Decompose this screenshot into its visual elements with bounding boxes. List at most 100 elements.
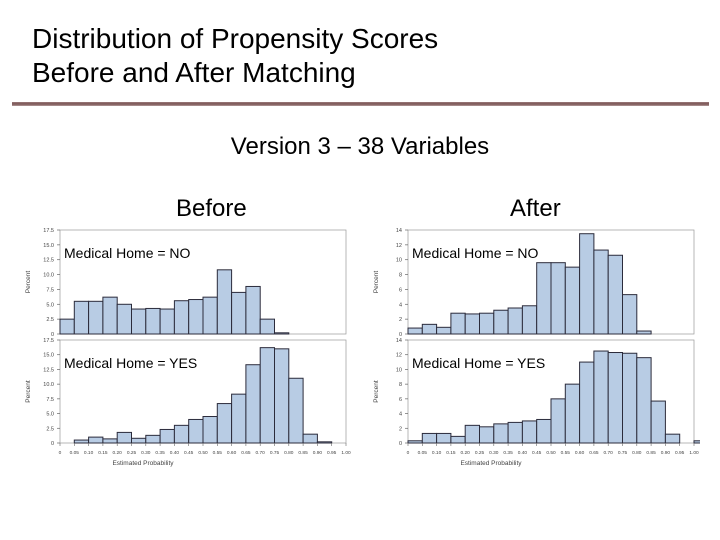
histogram-bar [316, 441, 333, 444]
histogram-bar [131, 308, 147, 335]
x-tick-label: 0.80 [284, 450, 294, 456]
histogram-bar [259, 318, 275, 335]
x-tick-label: 0.25 [475, 450, 485, 456]
x-tick-label: 0.85 [298, 450, 308, 456]
histogram-bar [102, 438, 118, 444]
x-axis-label: Estimated Probability [460, 460, 522, 467]
x-tick-label: 1.00 [341, 450, 351, 456]
histogram-bar [173, 300, 190, 335]
x-tick-label: 0.85 [646, 450, 656, 456]
histogram-bar [73, 300, 90, 335]
x-tick-label: 0.30 [489, 450, 499, 456]
histogram-bar [407, 327, 423, 335]
y-tick-label: 10 [396, 258, 402, 264]
x-tick-label: 0.75 [618, 450, 628, 456]
histogram-bar [274, 332, 290, 335]
x-tick-label: 0.05 [70, 450, 80, 456]
y-tick-label: 10.0 [43, 382, 54, 388]
x-tick-label: 0.55 [561, 450, 571, 456]
histogram-bar [479, 426, 495, 444]
x-tick-label: 0.55 [213, 450, 223, 456]
histogram-bar [231, 393, 247, 444]
x-tick-label: 0.50 [198, 450, 208, 456]
y-tick-label: 2 [399, 317, 402, 323]
histogram-bar [493, 423, 509, 444]
histogram-bar [188, 299, 204, 335]
y-tick-label: 7.5 [46, 397, 54, 403]
histogram-bar [159, 308, 175, 335]
histogram-bar [131, 437, 147, 444]
histogram-bar [579, 361, 595, 444]
x-tick-label: 0.35 [503, 450, 513, 456]
y-tick-label: 14 [396, 228, 402, 234]
x-tick-label: 0.15 [446, 450, 456, 456]
histogram-bar [173, 424, 190, 444]
y-tick-label: 15.0 [43, 243, 54, 249]
y-axis-label: Percent [25, 271, 32, 294]
y-axis-label: Percent [373, 271, 380, 294]
y-axis-label: Percent [373, 380, 380, 403]
histogram-bar [536, 418, 552, 444]
y-tick-label: 12.5 [43, 258, 54, 264]
histogram-bar [607, 352, 623, 444]
histogram-bar [636, 330, 652, 335]
slide-title-line2: Before and After Matching [32, 57, 356, 88]
y-tick-label: 7.5 [46, 287, 54, 293]
y-tick-label: 17.5 [43, 228, 54, 234]
histogram-bar [407, 440, 423, 444]
y-tick-label: 12.5 [43, 367, 54, 373]
histogram-bar [507, 421, 523, 444]
histogram-bar [436, 432, 452, 444]
x-tick-label: 0.70 [604, 450, 614, 456]
panel-label: Medical Home = YES [64, 355, 197, 371]
slide-title: Distribution of Propensity Scores Before… [32, 22, 438, 90]
histogram-bar [479, 312, 495, 335]
histogram-bar [216, 269, 233, 335]
histogram-bar [145, 307, 161, 335]
y-tick-label: 2 [399, 426, 402, 432]
y-tick-label: 12 [396, 353, 402, 359]
x-tick-label: 0.05 [418, 450, 428, 456]
y-tick-label: 10 [396, 367, 402, 373]
histogram-bar [259, 347, 275, 444]
histogram-bar [450, 312, 466, 335]
y-tick-label: 6 [399, 287, 402, 293]
histogram-bar [231, 291, 247, 335]
x-tick-label: 0.65 [241, 450, 251, 456]
histogram-bar [550, 262, 566, 335]
x-tick-label: 0.95 [327, 450, 337, 456]
histogram-bar [245, 285, 261, 335]
histogram-bar [521, 305, 538, 335]
histogram-bar [202, 296, 218, 335]
x-tick-label: 0.65 [589, 450, 599, 456]
x-tick-label: 0.90 [661, 450, 671, 456]
histogram-bar [579, 233, 595, 335]
after-histogram-chart: 0 2 4 6 8 10 12 14 Percent Medical Home = NO 0 2 4 6 8… [370, 222, 700, 472]
x-tick-label: 0.45 [532, 450, 542, 456]
histogram-bar [607, 254, 623, 335]
title-divider [12, 102, 709, 106]
histogram-bar [116, 431, 132, 444]
y-tick-label: 6 [399, 397, 402, 403]
y-tick-label: 0 [51, 441, 54, 447]
histogram-bar [493, 309, 509, 335]
histogram-bar [302, 433, 318, 444]
histogram-bar [564, 266, 581, 335]
y-tick-label: 14 [396, 338, 402, 344]
x-tick-label: 0.75 [270, 450, 280, 456]
y-tick-label: 17.5 [43, 338, 54, 344]
y-tick-label: 4 [399, 412, 402, 418]
y-tick-label: 8 [399, 273, 402, 279]
x-tick-label: 0.45 [184, 450, 194, 456]
histogram-bar [693, 440, 700, 444]
x-axis-label: Estimated Probability [112, 460, 174, 467]
histogram-bar [216, 403, 233, 444]
histogram-bar [622, 294, 638, 335]
y-axis-label: Percent [25, 380, 32, 403]
histogram-bar [288, 377, 304, 444]
histogram-bar [650, 400, 666, 444]
panel-label: Medical Home = YES [412, 355, 545, 371]
histogram-bar [88, 300, 104, 335]
x-tick-label: 0.90 [313, 450, 323, 456]
histogram-bar [550, 398, 566, 444]
